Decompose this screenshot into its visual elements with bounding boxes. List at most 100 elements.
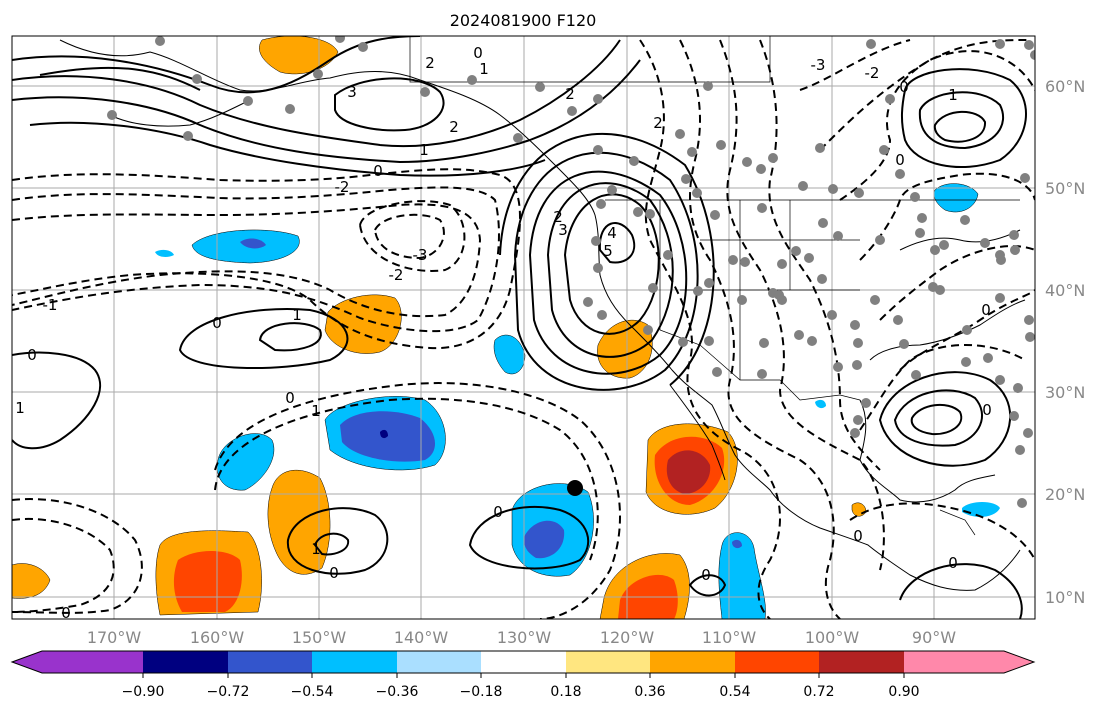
colorbar-extend-max [1004, 651, 1034, 673]
station-dot [850, 428, 860, 438]
contour-label: 0 [61, 604, 71, 622]
contour-label: 0 [27, 346, 37, 364]
station-dot [759, 338, 769, 348]
station-dot [712, 367, 722, 377]
colorbar-segment [42, 651, 143, 673]
station-dot [854, 188, 864, 198]
latitude-labels: 60°N 50°N 40°N 30°N 20°N 10°N [1045, 77, 1085, 607]
station-dot [917, 213, 927, 223]
map-frame [11, 35, 1036, 620]
colorbar-tick-label: 0.90 [888, 684, 919, 700]
anomaly-negative-mid [240, 238, 266, 249]
colorbar-tick-label: 0.36 [634, 684, 665, 700]
station-dot [1009, 230, 1019, 240]
station-dot [155, 36, 165, 46]
station-dot [893, 315, 903, 325]
lat-label: 60°N [1045, 77, 1085, 96]
station-dot [648, 283, 658, 293]
station-dot [866, 39, 876, 49]
lon-label: 150°W [292, 628, 347, 647]
station-dot [815, 143, 825, 153]
contour-label: 1 [948, 86, 958, 104]
station-dot [243, 96, 253, 106]
station-dot [828, 184, 838, 194]
station-dot [939, 240, 949, 250]
station-dot [703, 81, 713, 91]
contour-label: 2 [425, 54, 435, 72]
map-panel: 0 2 1 3 2 1 0 -2 -3 -2 -1 0 1 0 1 0 1 2 … [11, 35, 1036, 622]
lon-label: 140°W [394, 628, 449, 647]
colorbar-segment [735, 651, 819, 673]
station-dot [798, 181, 808, 191]
contour-label: 1 [479, 60, 489, 78]
anomaly-negative-core [380, 429, 388, 439]
map-title: 2024081900 F120 [450, 11, 597, 30]
station-dot [643, 325, 653, 335]
contour-label: 0 [493, 503, 503, 521]
contour-label: 1 [292, 306, 302, 324]
station-dot [593, 145, 603, 155]
station-dot [960, 215, 970, 225]
contour-label: 0 [473, 44, 483, 62]
station-dot [681, 174, 691, 184]
station-dot [807, 336, 817, 346]
political-borders [409, 36, 1020, 536]
anomaly-negative-mid [732, 539, 742, 549]
station-dot [899, 339, 909, 349]
station-dot [420, 87, 430, 97]
station-dot [853, 415, 863, 425]
lat-label: 40°N [1045, 281, 1085, 300]
station-dot [910, 192, 920, 202]
contour-label: -2 [389, 266, 404, 284]
station-dot [467, 75, 477, 85]
colorbar-segment [143, 651, 228, 673]
contour-label: 1 [311, 540, 321, 558]
longitude-labels: 170°W 160°W 150°W 140°W 130°W 120°W 110°… [87, 628, 956, 647]
contour-label: 2 [653, 114, 663, 132]
station-dot [285, 104, 295, 114]
contour-label: -2 [865, 64, 880, 82]
anomaly-negative-mid [524, 520, 565, 559]
anomaly-negative [493, 334, 526, 375]
station-dot [645, 209, 655, 219]
station-dot [850, 320, 860, 330]
anomaly-negative [962, 502, 1000, 517]
station-dot [995, 293, 1005, 303]
station-dot [870, 295, 880, 305]
station-dot [687, 147, 697, 157]
contour-labels: 0 2 1 3 2 1 0 -2 -3 -2 -1 0 1 0 1 0 1 2 … [15, 44, 992, 622]
station-dot [885, 94, 895, 104]
colorbar-tick-label: −0.18 [460, 684, 503, 700]
contour-label: 0 [982, 401, 992, 419]
contour-label: -3 [413, 246, 428, 264]
contour-label: 3 [558, 221, 568, 239]
gridlines [12, 36, 1035, 619]
station-dot [1009, 411, 1019, 421]
contour-label: 0 [701, 566, 711, 584]
station-dot [768, 153, 778, 163]
station-dot [777, 259, 787, 269]
station-dot [895, 169, 905, 179]
station-dot [740, 257, 750, 267]
lon-label: 160°W [190, 628, 245, 647]
station-dot [980, 238, 990, 248]
colorbar-segment [481, 651, 566, 673]
station-dot [593, 263, 603, 273]
station-dot [675, 129, 685, 139]
lat-label: 20°N [1045, 485, 1085, 504]
station-dot [995, 375, 1005, 385]
colorbar-segment [228, 651, 312, 673]
contour-label: 0 [212, 314, 222, 332]
anomaly-negative [155, 249, 174, 257]
station-dot [591, 236, 601, 246]
colorbar-tick-label: −0.72 [207, 684, 250, 700]
station-dot [716, 140, 726, 150]
station-dot [358, 42, 368, 52]
lon-label: 90°W [912, 628, 956, 647]
station-dot [961, 357, 971, 367]
station-dot [817, 274, 827, 284]
contour-label: 2 [449, 118, 459, 136]
contour-label: 1 [311, 402, 321, 420]
contour-label: -1 [43, 296, 58, 314]
